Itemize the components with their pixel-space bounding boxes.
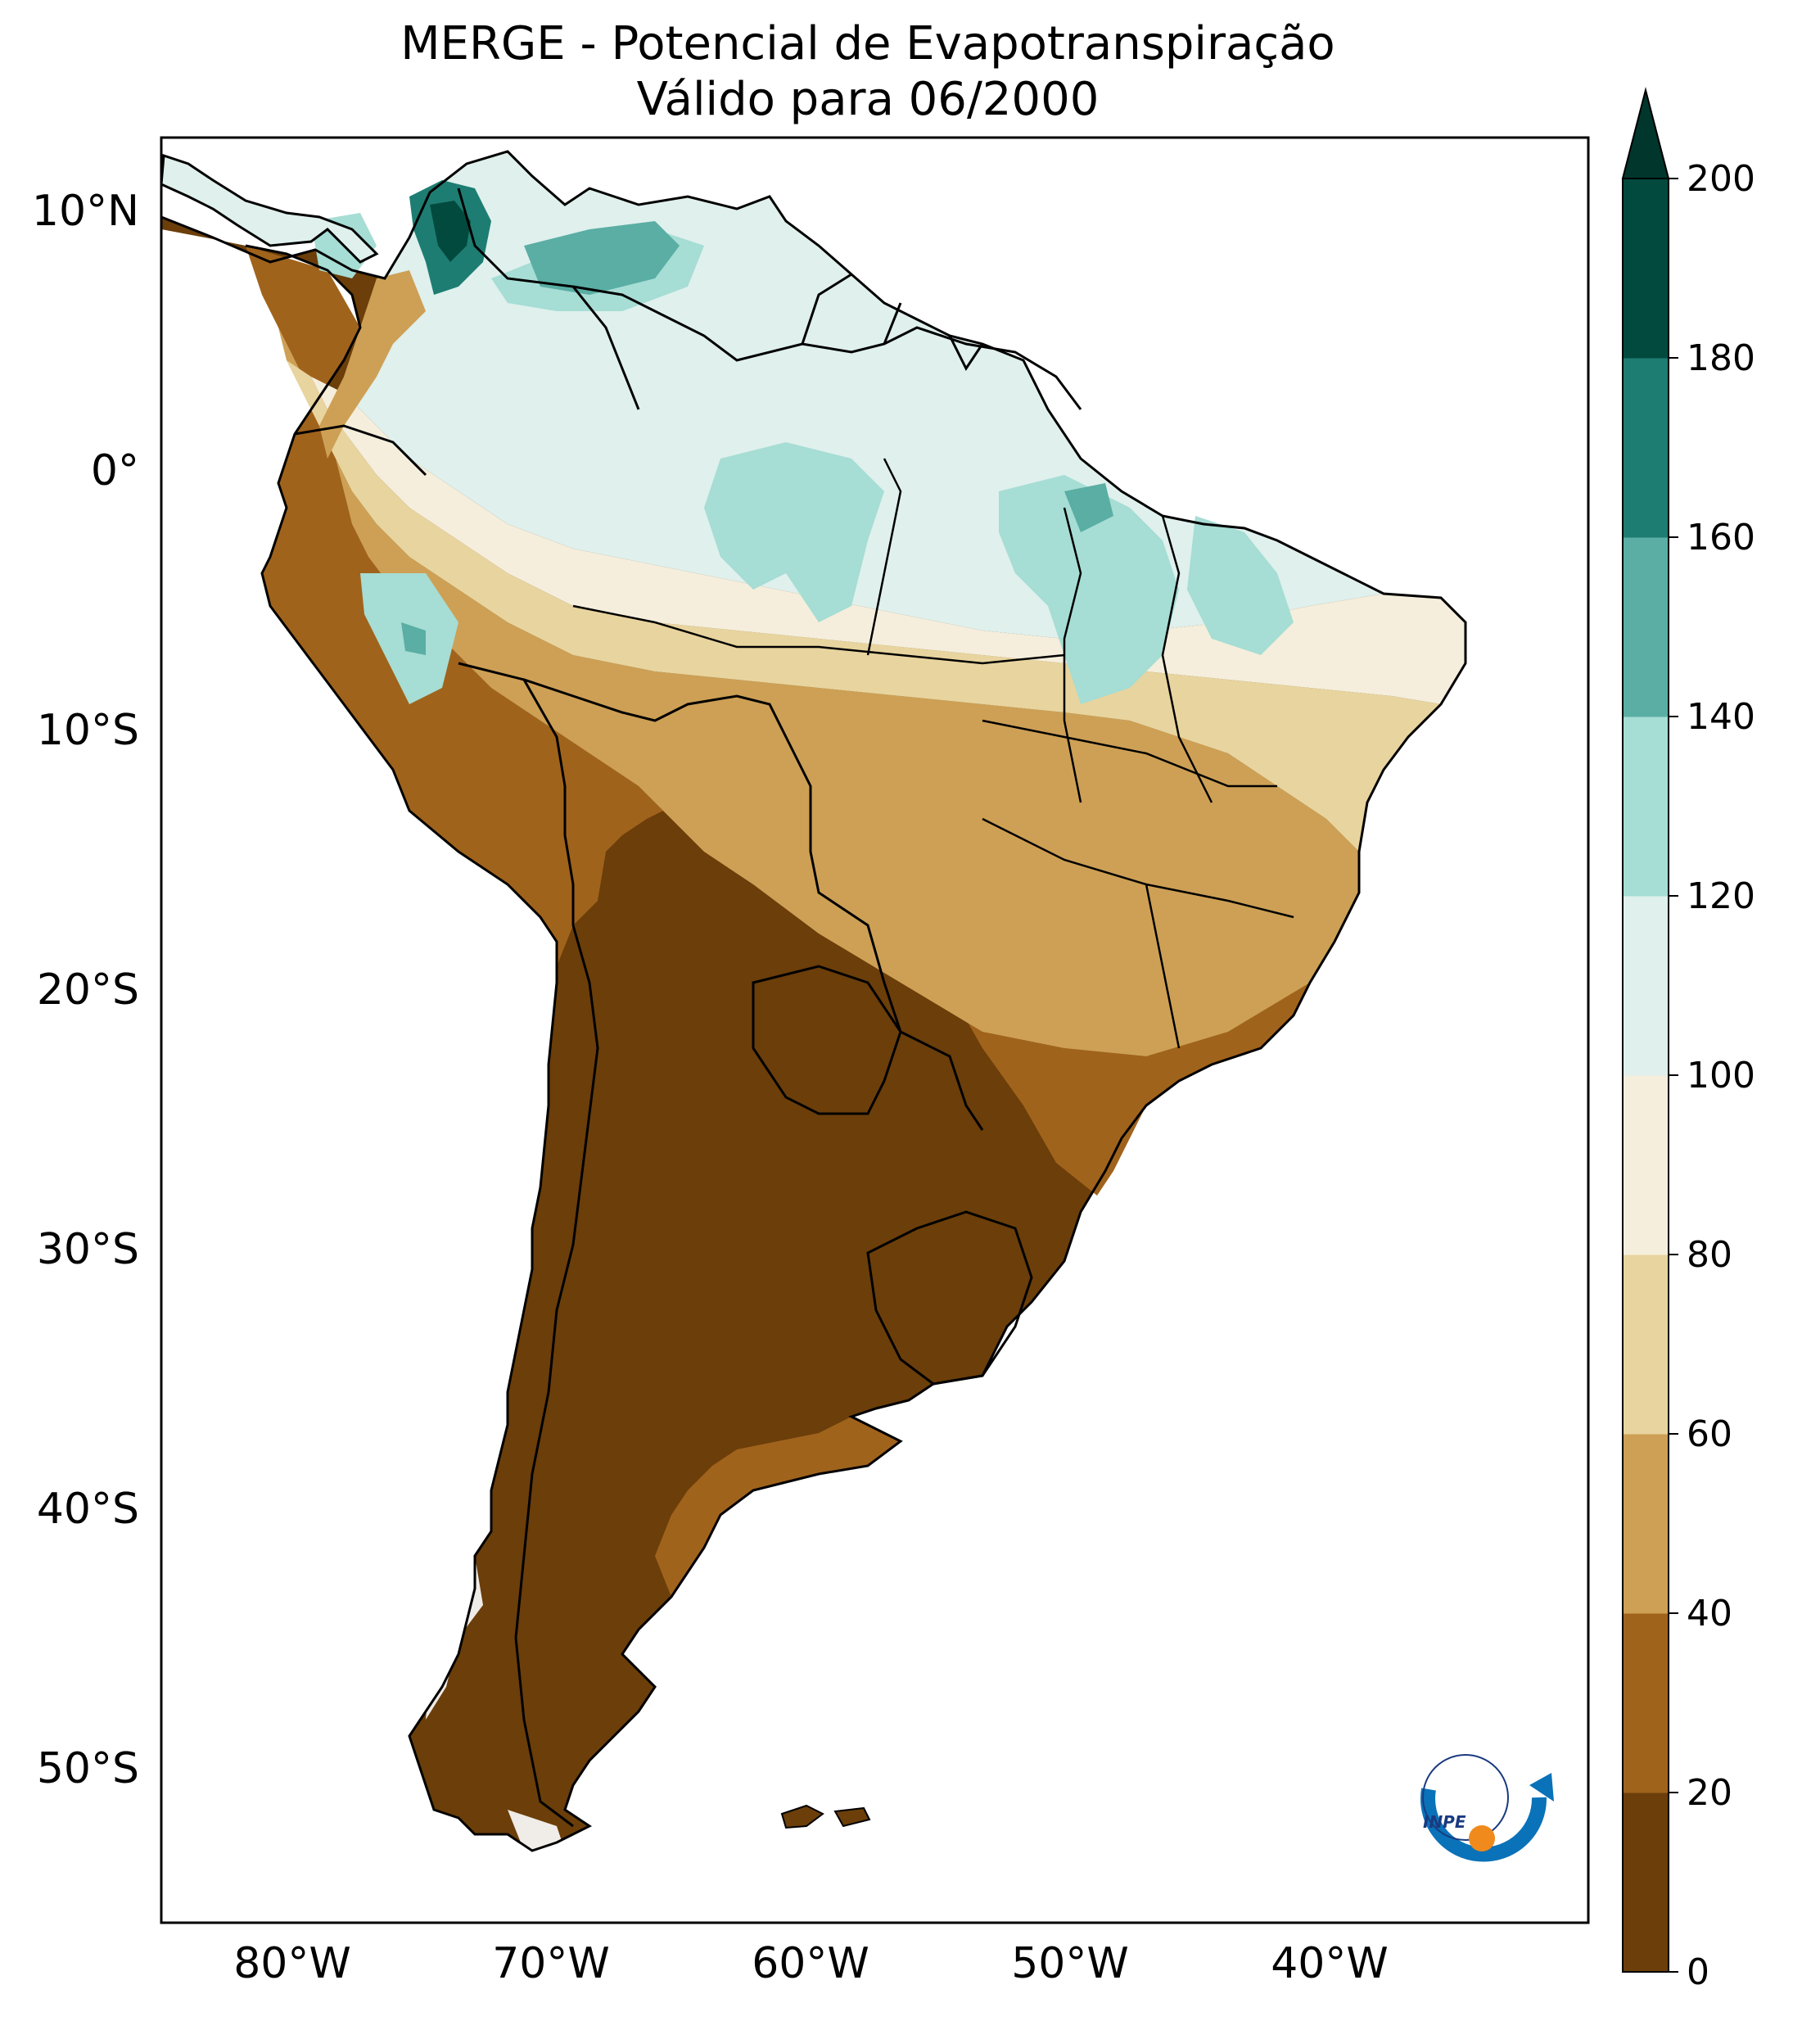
colorbar: 0 20 40 60 80 100 120 140 160 180 200 [1621,87,1755,1993]
inpe-logo: INPE [1420,1754,1554,1862]
border-chile-argentina [514,925,599,1828]
patch-140-160-b [1064,483,1113,532]
title-line-2: Válido para 06/2000 [637,73,1100,126]
lat-label-50s: 50°S [37,1744,139,1793]
colorbar-swatch [1623,717,1669,897]
logo-ring [1420,1788,1547,1862]
colorbar-swatch [1623,179,1669,359]
falkland-islands [780,1804,871,1829]
colorbar-swatch [1623,1793,1669,1973]
border-brazil-north [572,285,1082,410]
colorbar-swatch [1623,1434,1669,1614]
border-paraguay [752,965,902,1115]
lon-label-70w: 70°W [492,1939,610,1988]
logo-text: INPE [1423,1812,1466,1832]
colorbar-tick-label: 40 [1687,1593,1732,1634]
border-guyanas [801,273,984,371]
border-brazil-west [458,662,984,1131]
central-america [161,153,379,264]
lat-label-20s: 20°S [37,965,139,1015]
colorbar-tick-label: 0 [1687,1951,1709,1993]
landmass-band-60-80 [287,360,1441,852]
colorbar-tick-label: 100 [1687,1055,1755,1096]
colorbar-tick-label: 20 [1687,1772,1732,1814]
map-panel [161,138,1588,1923]
lon-label-60w: 60°W [752,1939,869,1988]
map-frame [160,136,1590,1924]
lat-label-10s: 10°S [37,706,139,755]
landmass-band-80-100 [311,377,1465,704]
colorbar-swatch [1623,358,1669,538]
border-colombia-venezuela [457,188,640,410]
lat-label-30s: 30°S [37,1225,139,1274]
patagonia-ice-2 [508,1810,565,1851]
andes-ridge [319,270,426,459]
lat-label-0: 0° [91,446,139,495]
colorbar-swatch [1623,896,1669,1076]
colorbar-tick-label: 200 [1687,158,1755,200]
colorbar-tick-label: 80 [1687,1234,1732,1276]
colorbar-tick-label: 120 [1687,875,1755,917]
colorbar-extend-arrow [1621,87,1670,179]
patch-120-140-b [999,475,1179,704]
border-peru-bolivia [522,679,575,925]
colorbar-tick-label: 160 [1687,517,1755,558]
border-ecuador-colombia [294,424,427,477]
coastline [161,150,1467,1852]
logo-arrow-head [1529,1773,1554,1802]
landmass-band-20-40 [246,246,1310,1196]
colorbar-tick-label: 60 [1687,1413,1732,1455]
lon-label-50w: 50°W [1011,1939,1129,1988]
colorbar-swatch [1623,1255,1669,1435]
landmass-band-40-60 [278,328,1359,1056]
lon-label-40w: 40°W [1271,1939,1389,1988]
colorbar-swatch [1623,537,1669,717]
lon-label-80w: 80°W [233,1939,351,1988]
border-brazil-states [572,458,1294,1049]
lat-axis: 10°N 0° 10°S 20°S 30°S 40°S 50°S [32,187,139,1793]
colorbar-tick-label: 140 [1687,696,1755,738]
logo-dot [1469,1825,1495,1851]
colorbar-swatch [1623,1613,1669,1793]
patch-120-140-c [1187,516,1294,655]
colorbar-tick-label: 180 [1687,337,1755,379]
title-line-1: MERGE - Potencial de Evapotranspiração [400,17,1335,70]
patch-120-140-a [704,442,884,622]
lat-label-40s: 40°S [37,1485,139,1534]
landmass-band-20-40-south [655,1417,901,1597]
border-uruguay [866,1210,1033,1386]
patagonia-ice [426,1556,483,1720]
lat-label-10n: 10°N [32,187,139,236]
patch-140-160-a [524,221,680,295]
logo-inner-ring [1422,1754,1509,1841]
country-borders [161,150,1467,1852]
patch-180-200 [430,201,471,262]
patch-140-160-c [401,622,426,655]
colorbar-swatch [1623,1075,1669,1255]
lon-axis: 80°W 70°W 60°W 50°W 40°W [233,1939,1389,1988]
